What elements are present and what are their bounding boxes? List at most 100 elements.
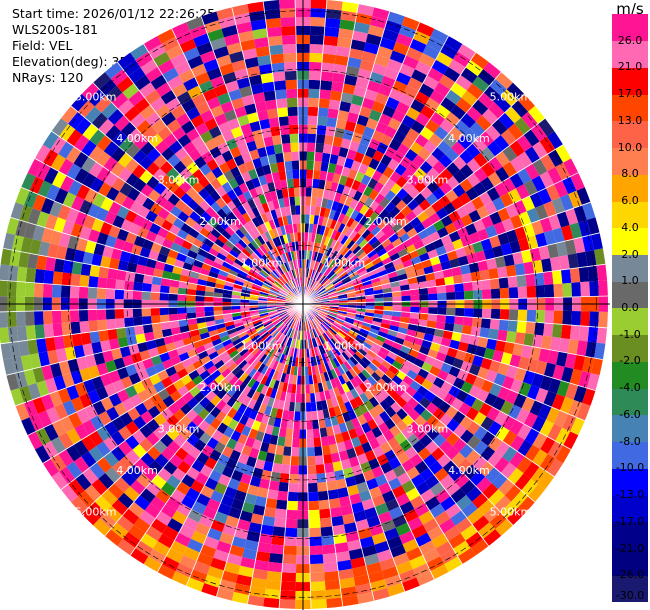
gate-cell <box>87 203 101 219</box>
gate-cell <box>379 326 390 334</box>
gate-cell <box>210 417 222 430</box>
gate-cell <box>313 337 318 348</box>
gate-cell <box>314 392 321 402</box>
gate-cell <box>545 406 560 424</box>
gate-cell <box>278 323 286 332</box>
colorbar-tick-label: -6.0 <box>619 407 641 421</box>
gate-cell <box>148 460 164 475</box>
gate-cell <box>367 24 385 38</box>
gate-cell <box>307 124 318 135</box>
gate-cell <box>62 220 75 236</box>
gate-cell <box>150 496 166 511</box>
gate-cell <box>322 143 333 155</box>
gate-cell <box>367 375 378 386</box>
gate-cell <box>218 248 230 258</box>
gate-cell <box>279 312 288 319</box>
gate-cell <box>316 314 325 322</box>
gate-cell <box>240 39 256 52</box>
gate-cell <box>197 278 208 287</box>
gate-cell <box>535 285 546 298</box>
gate-cell <box>307 115 318 126</box>
gate-cell <box>312 419 320 430</box>
gate-cell <box>108 392 122 407</box>
gate-cell <box>246 530 261 543</box>
gate-cell <box>229 249 239 259</box>
gate-cell <box>213 461 226 475</box>
gate-cell <box>122 508 140 525</box>
gate-cell <box>285 252 291 262</box>
gate-cell <box>348 456 360 468</box>
gate-cell <box>325 217 333 228</box>
gate-cell <box>335 242 344 253</box>
gate-cell <box>217 364 228 374</box>
gate-cell <box>230 469 244 482</box>
gate-cell <box>281 274 288 283</box>
gate-cell <box>368 407 380 419</box>
gate-cell <box>308 88 320 99</box>
gate-cell <box>56 245 68 260</box>
gate-cell <box>264 588 281 600</box>
gate-cell <box>336 315 346 322</box>
gate-cell <box>118 425 133 441</box>
gate-cell <box>398 380 410 392</box>
gate-cell <box>171 83 188 98</box>
gate-cell <box>140 452 155 467</box>
gate-cell <box>535 360 548 376</box>
gate-cell <box>334 542 349 554</box>
gate-cell <box>523 461 540 479</box>
gate-cell <box>142 315 152 326</box>
gate-cell <box>270 315 280 322</box>
gate-cell <box>67 358 80 373</box>
gate-cell <box>178 69 195 84</box>
gate-cell <box>517 423 532 440</box>
gate-cell <box>547 167 563 185</box>
gate-cell <box>435 104 451 119</box>
gate-cell <box>507 275 518 288</box>
gate-cell <box>327 360 334 371</box>
gate-cell <box>290 347 295 357</box>
gate-cell <box>10 388 24 406</box>
ray-separator <box>0 303 304 313</box>
ray-separator <box>302 71 502 305</box>
gate-cell <box>366 334 376 343</box>
gate-cell <box>134 272 145 283</box>
gate-cell <box>174 532 191 547</box>
gate-cell <box>295 393 301 403</box>
gate-cell <box>184 216 197 228</box>
gate-cell <box>182 453 197 467</box>
gate-cell <box>353 151 365 164</box>
gate-cell <box>466 343 478 355</box>
gate-cell <box>351 324 362 332</box>
gate-cell <box>529 247 542 262</box>
gate-cell <box>379 197 391 209</box>
gate-cell <box>263 506 277 518</box>
gate-cell <box>499 287 510 299</box>
gate-cell <box>299 259 303 269</box>
gate-cell <box>96 166 111 183</box>
gate-cell <box>279 590 296 600</box>
gate-cell <box>91 478 108 496</box>
ray-separator <box>302 118 546 305</box>
gate-cell <box>125 435 140 450</box>
gate-cell <box>203 257 214 267</box>
gate-cell <box>315 134 326 144</box>
gate-cell <box>358 331 368 339</box>
gate-cell <box>88 275 99 288</box>
gate-cell <box>183 77 199 92</box>
gate-cell <box>226 407 238 419</box>
gate-cell <box>196 143 210 157</box>
gate-cell <box>268 229 276 240</box>
gate-cell <box>272 360 279 371</box>
gate-cell <box>343 522 358 534</box>
gate-cell <box>230 126 244 139</box>
gate-cell <box>349 103 362 115</box>
gate-cell <box>505 203 519 219</box>
gate-cell <box>332 240 341 251</box>
ring-label: 1.00km <box>324 257 366 270</box>
gate-cell <box>286 419 294 430</box>
gate-cell <box>305 205 311 215</box>
gate-cell <box>233 441 245 454</box>
gate-cell <box>281 188 289 199</box>
gate-cell <box>420 105 436 120</box>
gate-cell <box>253 360 263 371</box>
